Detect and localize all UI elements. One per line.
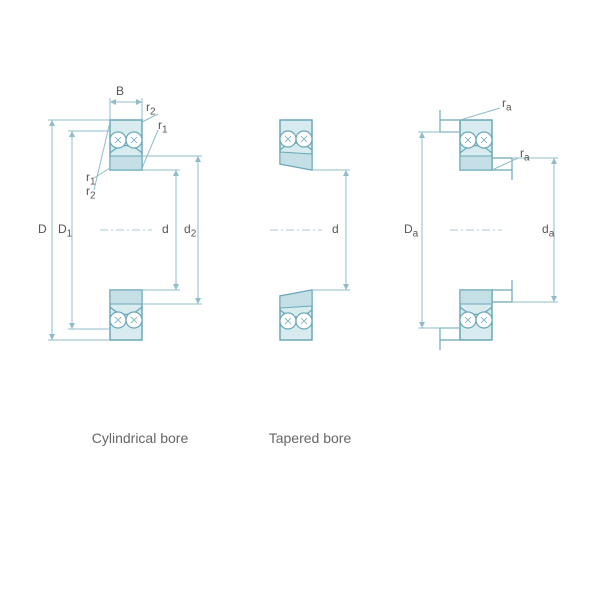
fig3-Da: Da xyxy=(404,222,418,239)
fig2-caption: Tapered bore xyxy=(250,430,370,446)
fig1-r2-top: r2 xyxy=(146,100,156,117)
fig1-B: B xyxy=(116,84,124,98)
fig2-svg xyxy=(250,90,390,370)
fig1-D: D xyxy=(38,222,47,236)
fig1-D1: D1 xyxy=(58,222,72,239)
fig2-d: d xyxy=(332,222,339,236)
fig3-ra-side: ra xyxy=(520,146,530,163)
fig1-r2-left: r2 xyxy=(86,184,96,201)
fig1-d2: d2 xyxy=(184,222,196,239)
diagram-area: B r2 r1 r1 r2 D D1 d d2 d xyxy=(30,90,570,390)
fig3-ra-top: ra xyxy=(502,96,512,113)
fig3-da: da xyxy=(542,222,554,239)
fig1-d: d xyxy=(162,222,169,236)
fig1-r1-top: r1 xyxy=(158,118,168,135)
fig1-caption: Cylindrical bore xyxy=(70,430,210,446)
